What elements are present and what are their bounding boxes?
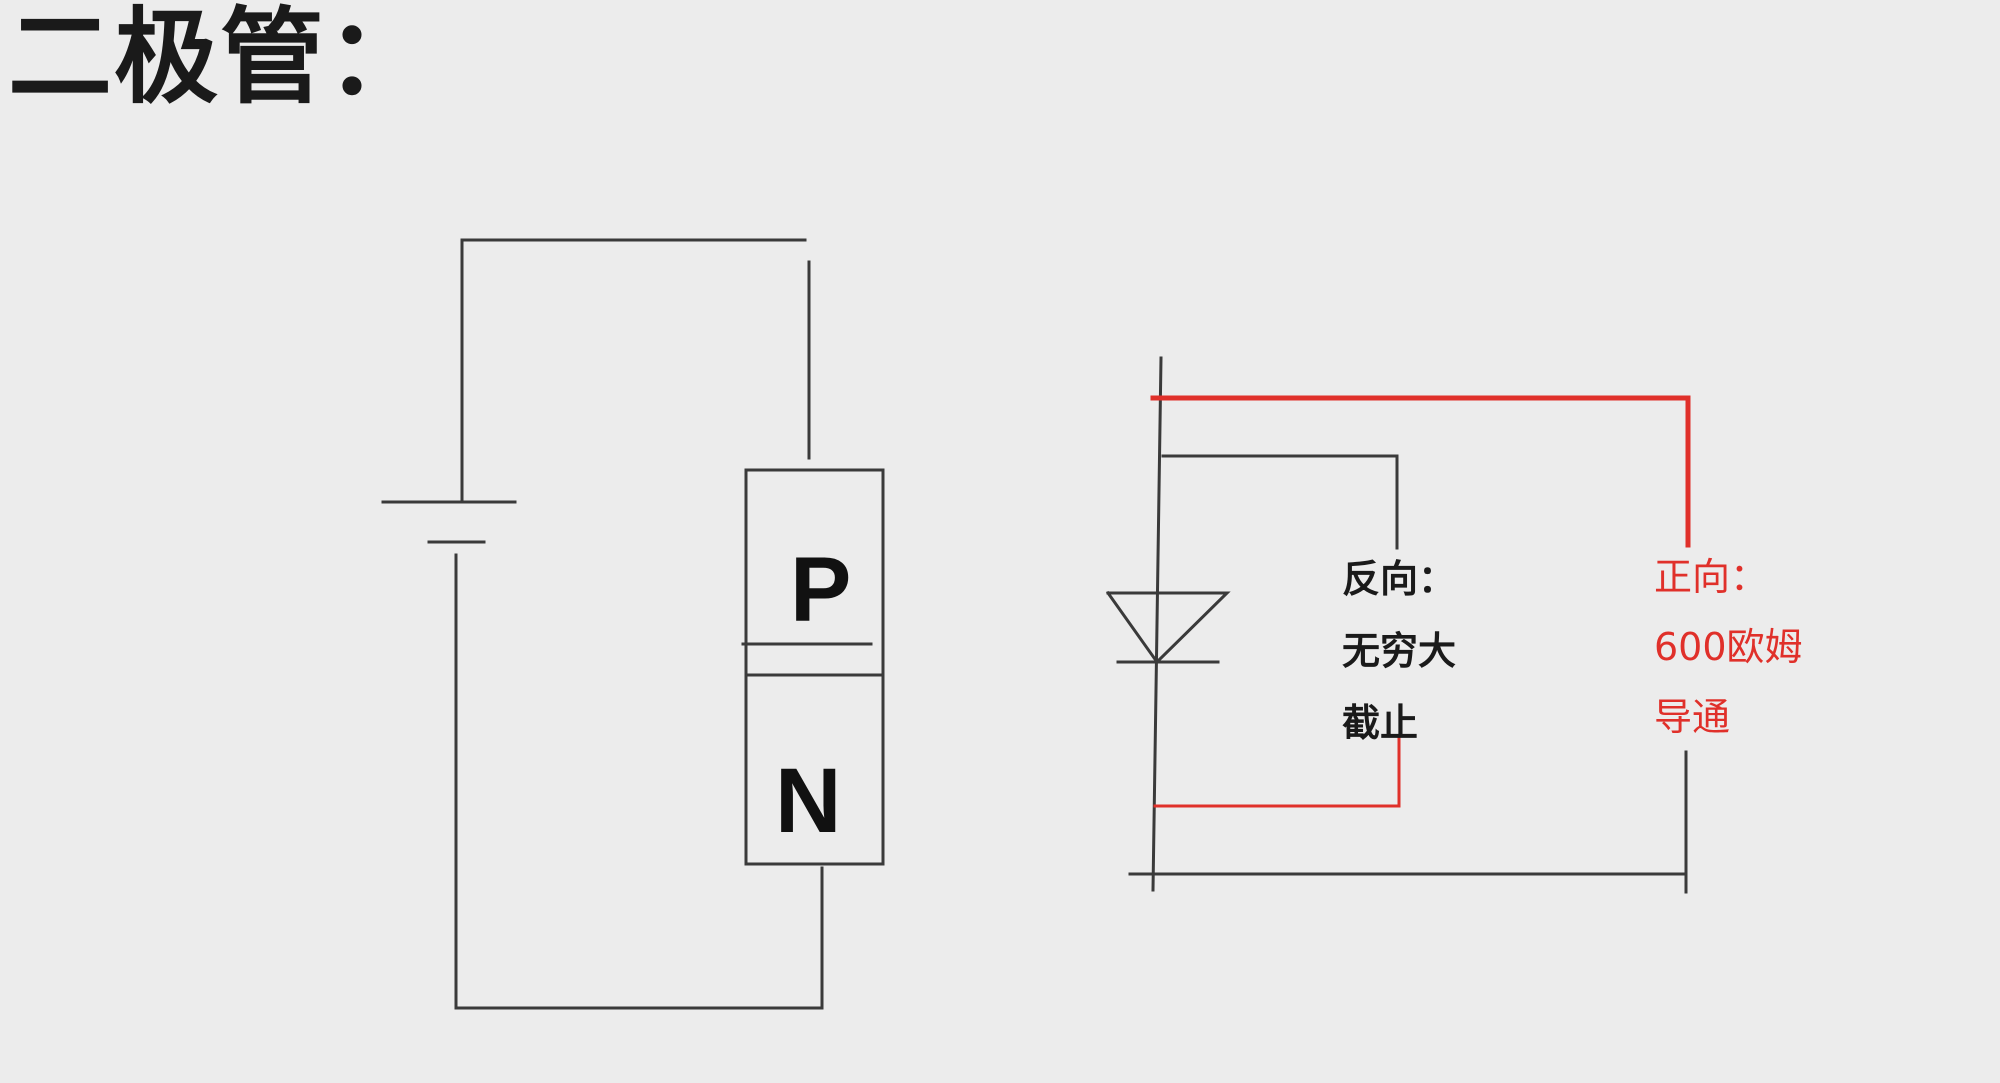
forward-path-top: [1150, 395, 1691, 548]
reverse-resistance: 无穷大: [1342, 629, 1456, 673]
battery-pn-circuit: P N: [381, 238, 885, 1010]
reverse-state: 截止: [1342, 701, 1418, 745]
reverse-note: 反向： 无穷大 截止: [1342, 557, 1456, 745]
reverse-path-bottom: [1153, 736, 1401, 808]
n-region-label: N: [775, 750, 841, 852]
bottom-wire: [454, 553, 824, 1010]
reverse-label: 反向：: [1342, 557, 1456, 601]
top-wire: [460, 238, 807, 502]
forward-label: 正向：: [1654, 555, 1768, 599]
diode-icon: [1105, 590, 1231, 665]
page-title: 二极管：: [8, 0, 433, 118]
diode-circuit: [1105, 356, 1691, 894]
reverse-path-top: [1161, 454, 1399, 550]
forward-note: 正向： 600欧姆 导通: [1654, 555, 1803, 739]
battery-icon: [381, 500, 517, 544]
forward-resistance: 600欧姆: [1654, 625, 1803, 669]
p-region-label: P: [790, 539, 851, 641]
pn-junction-block: [741, 468, 885, 866]
forward-state: 导通: [1654, 695, 1730, 739]
diode-vertical-wire: [1151, 356, 1163, 892]
